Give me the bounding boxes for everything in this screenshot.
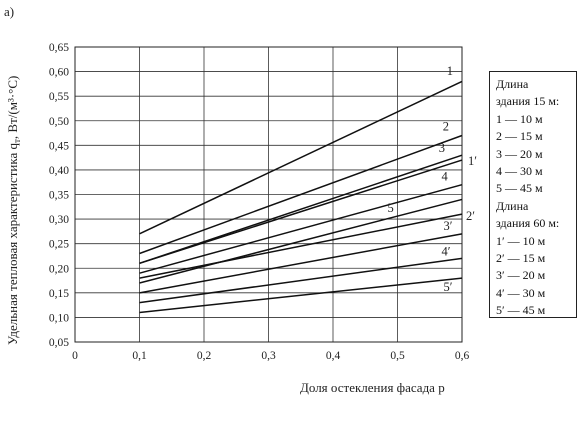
legend-item: 5′ — 45 м [496,303,546,318]
y-tick-label: 0,30 [49,214,69,226]
legend-item: 2 — 15 м [496,129,543,144]
series-line-3′ [139,233,463,294]
curve-label: 4 [442,169,449,183]
legend-group2-title-line2: здания 60 м: [496,216,560,231]
y-tick-label: 0,35 [49,190,69,202]
y-axis-label-tail: , Вт/(м³·°С) [5,76,20,139]
curve-label: 1 [447,64,453,78]
x-tick-label: 0,3 [261,350,276,362]
x-tick-label: 0,2 [197,350,212,362]
legend-group2-title-line1: Длина [496,198,529,213]
legend-item: 4′ — 30 м [496,285,546,300]
y-tick-label: 0,25 [49,239,69,251]
curve-label: 3′ [444,219,453,233]
curve-label: 1′ [468,154,477,168]
y-tick-label: 0,65 [49,42,69,54]
y-tick-label: 0,45 [49,140,69,152]
series-line-4′ [139,257,463,304]
y-tick-label: 0,60 [49,67,69,79]
y-axis-label-main: Удельная тепловая характеристика q [5,143,20,345]
panel-label: а) [4,4,14,19]
series-line-2′ [139,213,463,279]
y-tick-label: 0,50 [49,116,69,128]
grid [74,46,463,343]
legend-item: 3′ — 20 м [496,268,546,283]
legend: Длина здания 15 м: 1 — 10 м 2 — 15 м 3 —… [489,71,577,318]
series-line-1′ [139,154,463,265]
series-line-4 [139,183,463,274]
series-line-2 [139,134,463,255]
x-axis-label: Доля остекления фасада p [300,380,445,395]
y-tick-label: 0,05 [49,337,69,349]
x-tick-label: 0,4 [326,350,341,362]
curve-label: 2′ [466,209,475,223]
series-line-5′ [139,277,463,314]
series-line-3 [139,159,463,265]
y-axis-label: Удельная тепловая характеристика qт, Вт/… [5,76,22,345]
x-tick-label: 0,1 [132,350,147,362]
y-tick-label: 0,40 [49,165,69,177]
curve-label: 5′ [444,280,453,294]
y-tick-labels: 0,05 0,10 0,15 0,20 0,25 0,30 0,35 0,40 0,45 0,50… [49,42,69,349]
plot-frame [74,46,463,343]
curve-labels: 1 2 3 1′ 4 5 2′ 3′ 4′ 5′ [388,64,478,294]
x-tick-label: 0,6 [455,350,470,362]
curve-label: 5 [388,201,394,215]
y-tick-label: 0,55 [49,91,69,103]
series-lines [139,80,463,314]
legend-item: 3 — 20 м [496,146,543,161]
curve-label: 2 [443,120,449,134]
legend-group1-title-line1: Длина [496,77,529,91]
legend-item: 2′ — 15 м [496,251,546,266]
curve-label: 4′ [442,244,451,258]
y-tick-label: 0,10 [49,312,69,324]
legend-item: 1′ — 10 м [496,233,546,248]
curve-label: 3 [439,141,445,155]
y-tick-label: 0,15 [49,288,69,300]
legend-item: 1 — 10 м [496,111,543,126]
series-line-5 [139,198,463,284]
legend-item: 5 — 45 м [496,181,543,196]
x-tick-label: 0 [72,350,78,362]
y-axis-label-sub: т [12,139,22,143]
series-line-1 [139,80,463,235]
x-tick-label: 0,5 [390,350,405,362]
x-tick-labels: 0 0,1 0,2 0,3 0,4 0,5 0,6 [72,350,469,362]
legend-group1-title-line2: здания 15 м: [496,94,560,109]
legend-item: 4 — 30 м [496,164,543,179]
y-tick-label: 0,20 [49,263,69,275]
